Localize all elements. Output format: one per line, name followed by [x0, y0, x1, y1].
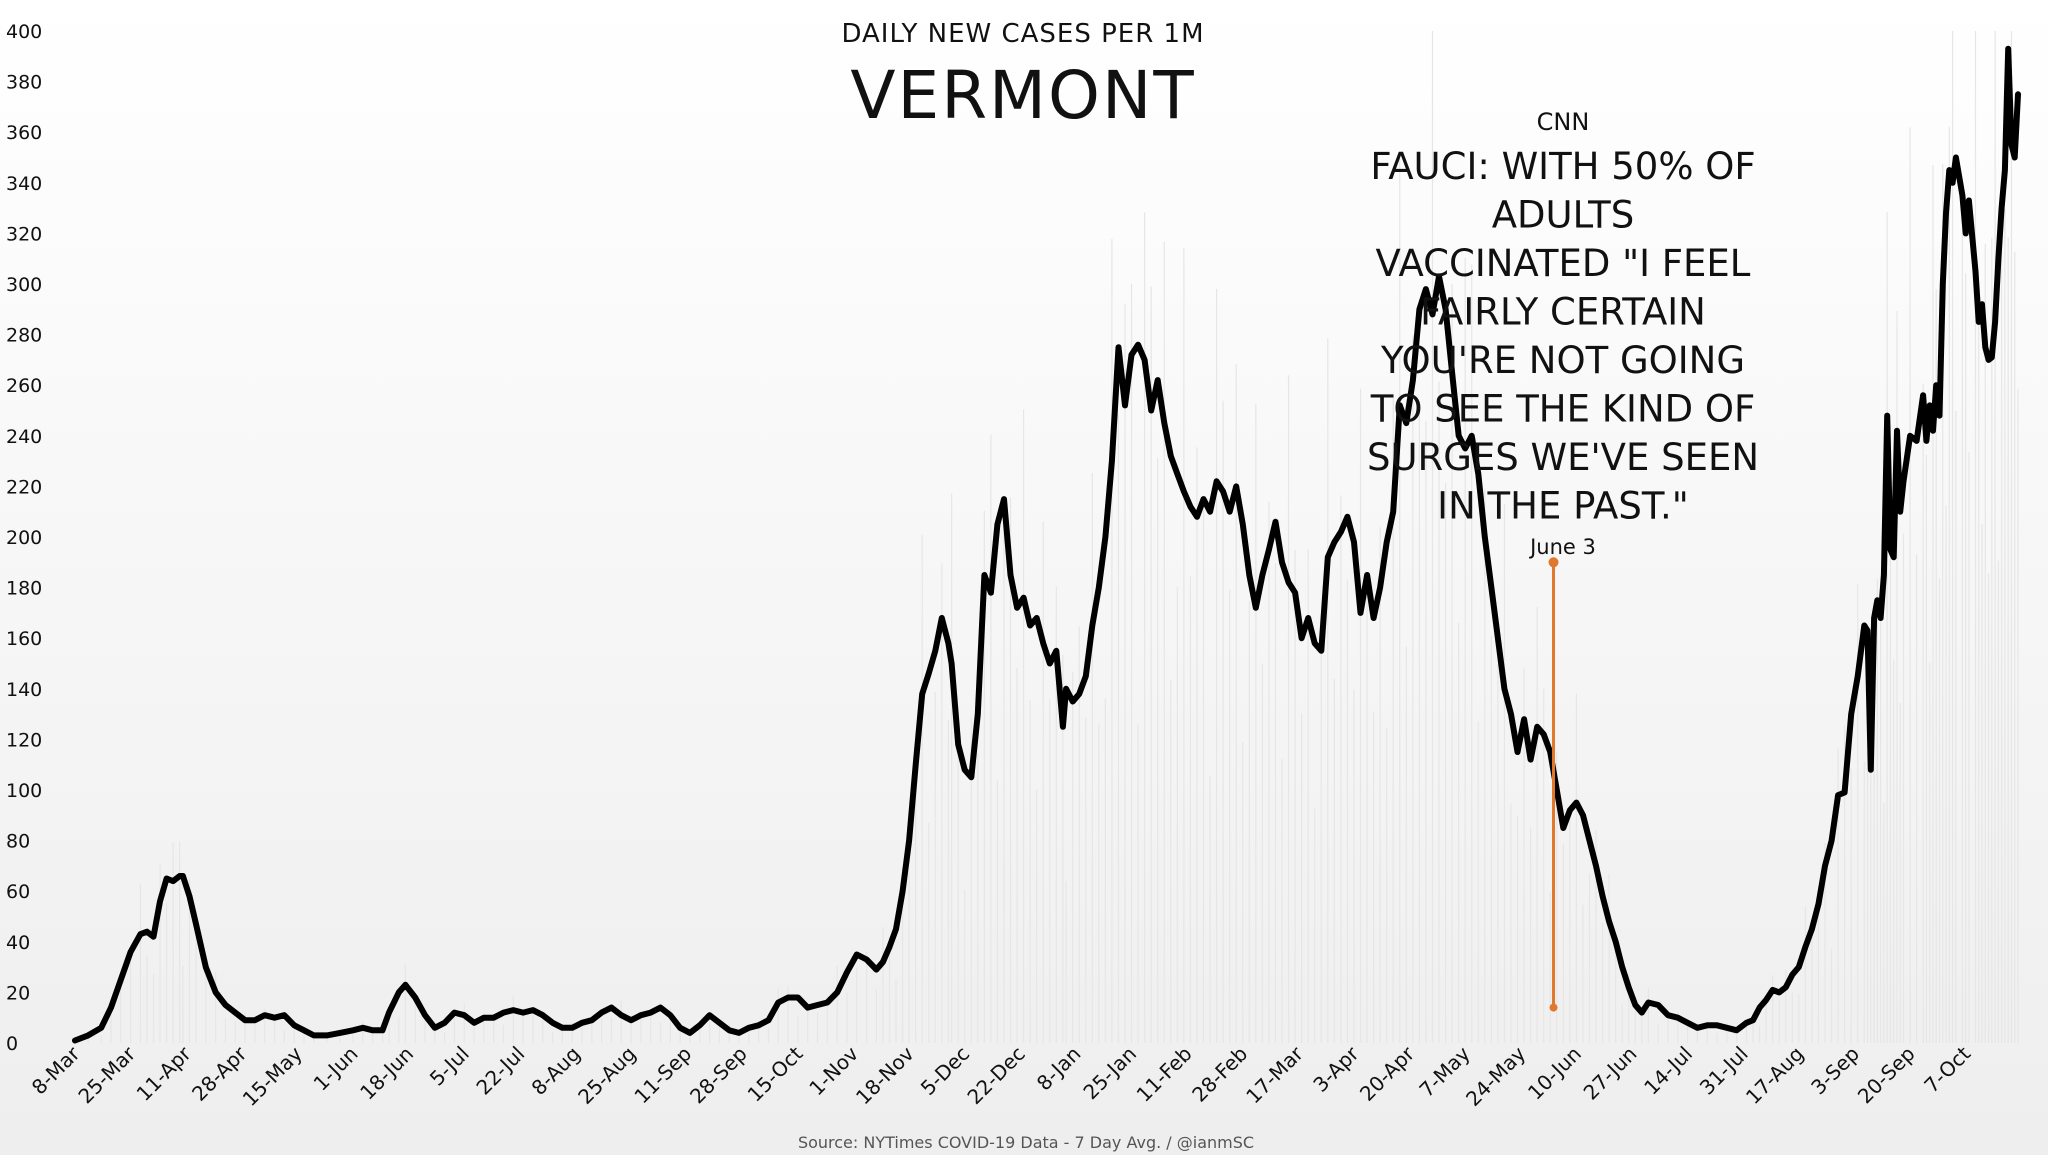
annotation-date: June 3: [1528, 535, 1596, 559]
y-tick-label: 360: [6, 122, 42, 144]
annotation-source: CNN: [1537, 108, 1590, 136]
y-tick-label: 220: [6, 476, 42, 498]
y-tick-label: 300: [6, 274, 42, 296]
y-tick-label: 280: [6, 325, 42, 347]
y-tick-label: 120: [6, 729, 42, 751]
annotation-line: SURGES WE'VE SEEN: [1367, 436, 1759, 479]
y-tick-label: 320: [6, 223, 42, 245]
annotation-marker-end: [1549, 1003, 1558, 1012]
y-tick-label: 240: [6, 426, 42, 448]
annotation-line: YOU'RE NOT GOING: [1380, 339, 1745, 382]
annotation-line: TO SEE THE KIND OF: [1370, 388, 1756, 431]
annotation-line: IN THE PAST.": [1437, 485, 1689, 528]
y-tick-label: 200: [6, 527, 42, 549]
y-tick-label: 160: [6, 628, 42, 650]
annotation-line: FAIRLY CERTAIN: [1420, 291, 1706, 334]
chart-title: VERMONT: [850, 57, 1195, 134]
daily-bars: [74, 31, 2019, 1043]
y-tick-label: 60: [6, 881, 30, 903]
y-tick-label: 380: [6, 72, 42, 94]
chart-subtitle: DAILY NEW CASES PER 1M: [841, 19, 1204, 49]
y-tick-label: 20: [6, 982, 30, 1004]
y-tick-label: 260: [6, 375, 42, 397]
series-line: [72, 45, 2021, 1044]
series: [72, 45, 2021, 1044]
y-tick-label: 100: [6, 780, 42, 802]
annotation-line: ADULTS: [1492, 194, 1635, 237]
y-tick-label: 180: [6, 578, 42, 600]
annotation: CNN FAUCI: WITH 50% OF ADULTS VACCINATED "…: [1367, 108, 1759, 1012]
y-tick-label: 0: [6, 1033, 18, 1055]
annotation-quote: FAUCI: WITH 50% OF ADULTS VACCINATED "I FE…: [1367, 145, 1759, 528]
y-tick-label: 400: [6, 21, 42, 43]
annotation-marker-dot: [1548, 557, 1559, 568]
annotation-line: FAUCI: WITH 50% OF: [1370, 145, 1755, 188]
y-axis: 0 20 40 60 80 100 120 140 160 180 200 220 240 260 280 3…: [6, 21, 42, 1055]
y-tick-label: 340: [6, 173, 42, 195]
y-tick-label: 140: [6, 679, 42, 701]
y-tick-label: 40: [6, 932, 30, 954]
source-note: Source: NYTimes COVID-19 Data - 7 Day Av…: [798, 1133, 1254, 1152]
annotation-line: VACCINATED "I FEEL: [1376, 242, 1751, 285]
y-tick-label: 80: [6, 831, 30, 853]
